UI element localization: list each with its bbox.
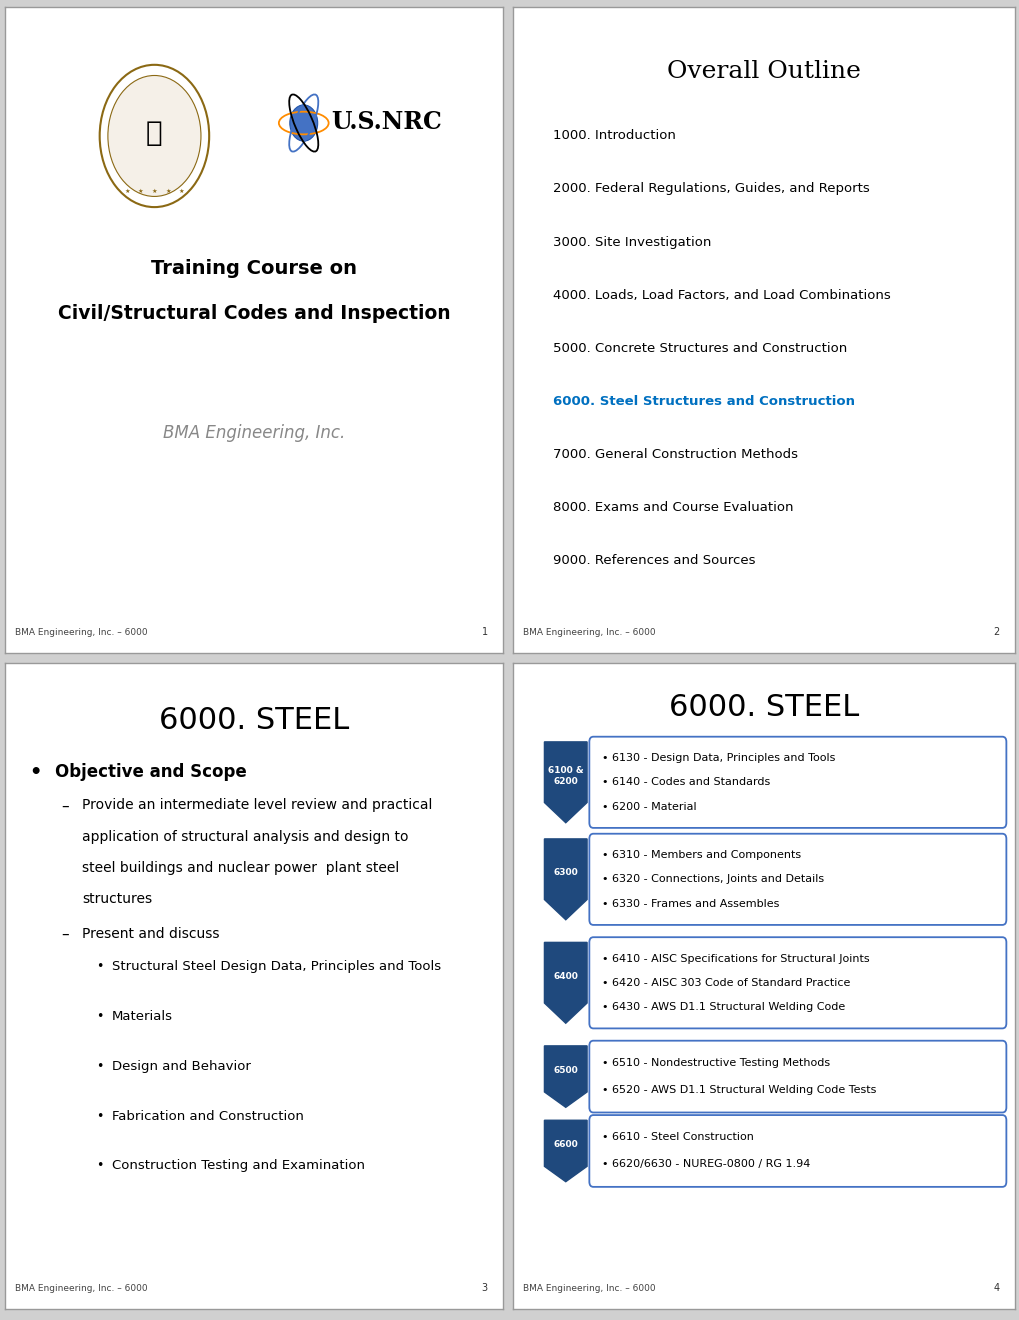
Text: –: – [61, 799, 68, 813]
Text: 2: 2 [993, 627, 999, 638]
Text: 6600: 6600 [553, 1140, 578, 1148]
Text: BMA Engineering, Inc. – 6000: BMA Engineering, Inc. – 6000 [15, 628, 148, 638]
FancyBboxPatch shape [589, 1040, 1006, 1113]
Text: • 6330 - Frames and Assembles: • 6330 - Frames and Assembles [602, 899, 779, 908]
Text: •: • [96, 1010, 103, 1023]
Text: U.S.NRC: U.S.NRC [331, 110, 441, 133]
Text: BMA Engineering, Inc. – 6000: BMA Engineering, Inc. – 6000 [15, 1284, 148, 1294]
Text: 6000. Steel Structures and Construction: 6000. Steel Structures and Construction [552, 395, 854, 408]
Text: 2000. Federal Regulations, Guides, and Reports: 2000. Federal Regulations, Guides, and R… [552, 182, 869, 195]
Text: 6100 &
6200: 6100 & 6200 [547, 766, 583, 785]
Text: 3000. Site Investigation: 3000. Site Investigation [552, 235, 711, 248]
Text: •: • [96, 1060, 103, 1073]
Text: –: – [61, 927, 68, 941]
Text: structures: structures [83, 891, 152, 906]
Text: • 6520 - AWS D1.1 Structural Welding Code Tests: • 6520 - AWS D1.1 Structural Welding Cod… [602, 1085, 876, 1096]
Text: • 6610 - Steel Construction: • 6610 - Steel Construction [602, 1133, 753, 1142]
Text: ★: ★ [152, 189, 157, 194]
FancyBboxPatch shape [589, 1115, 1006, 1187]
Polygon shape [544, 840, 587, 920]
Text: •: • [96, 960, 103, 973]
Text: •: • [29, 763, 41, 781]
Text: Civil/Structural Codes and Inspection: Civil/Structural Codes and Inspection [58, 305, 449, 323]
Text: 🦅: 🦅 [146, 119, 163, 147]
Text: 6000. STEEL: 6000. STEEL [159, 706, 348, 735]
Polygon shape [544, 1121, 587, 1181]
Text: 7000. General Construction Methods: 7000. General Construction Methods [552, 447, 798, 461]
Text: Training Course on: Training Course on [151, 259, 357, 279]
Circle shape [289, 104, 317, 141]
Text: 1000. Introduction: 1000. Introduction [552, 129, 676, 143]
Text: BMA Engineering, Inc.: BMA Engineering, Inc. [163, 425, 344, 442]
Text: •: • [96, 1159, 103, 1172]
Text: 9000. References and Sources: 9000. References and Sources [552, 554, 755, 566]
Text: 4000. Loads, Load Factors, and Load Combinations: 4000. Loads, Load Factors, and Load Comb… [552, 289, 890, 301]
Text: 8000. Exams and Course Evaluation: 8000. Exams and Course Evaluation [552, 500, 793, 513]
Text: • 6320 - Connections, Joints and Details: • 6320 - Connections, Joints and Details [602, 874, 823, 884]
Text: Structural Steel Design Data, Principles and Tools: Structural Steel Design Data, Principles… [112, 960, 441, 973]
Polygon shape [544, 1045, 587, 1107]
Text: 4: 4 [993, 1283, 999, 1294]
Text: ★: ★ [124, 189, 129, 194]
Text: 1: 1 [481, 627, 487, 638]
Text: Provide an intermediate level review and practical: Provide an intermediate level review and… [83, 799, 432, 813]
Text: Objective and Scope: Objective and Scope [55, 763, 247, 781]
Text: Overall Outline: Overall Outline [666, 59, 860, 83]
Text: • 6620/6630 - NUREG-0800 / RG 1.94: • 6620/6630 - NUREG-0800 / RG 1.94 [602, 1159, 810, 1170]
Text: ★: ★ [178, 189, 184, 194]
Text: Fabrication and Construction: Fabrication and Construction [112, 1110, 304, 1122]
FancyBboxPatch shape [589, 937, 1006, 1028]
Text: BMA Engineering, Inc. – 6000: BMA Engineering, Inc. – 6000 [523, 628, 655, 638]
Circle shape [108, 75, 201, 197]
Text: 6300: 6300 [553, 869, 578, 878]
Text: • 6510 - Nondestructive Testing Methods: • 6510 - Nondestructive Testing Methods [602, 1059, 829, 1068]
Text: • 6200 - Material: • 6200 - Material [602, 801, 696, 812]
Text: Design and Behavior: Design and Behavior [112, 1060, 251, 1073]
FancyBboxPatch shape [589, 737, 1006, 828]
Text: • 6140 - Codes and Standards: • 6140 - Codes and Standards [602, 777, 770, 787]
Text: •: • [96, 1110, 103, 1122]
Text: • 6310 - Members and Components: • 6310 - Members and Components [602, 850, 801, 861]
Text: • 6420 - AISC 303 Code of Standard Practice: • 6420 - AISC 303 Code of Standard Pract… [602, 978, 850, 987]
Text: Materials: Materials [112, 1010, 173, 1023]
Text: 6500: 6500 [553, 1065, 578, 1074]
Text: ★: ★ [165, 189, 171, 194]
Text: Present and discuss: Present and discuss [83, 927, 219, 941]
Text: 3: 3 [481, 1283, 487, 1294]
Text: application of structural analysis and design to: application of structural analysis and d… [83, 829, 409, 843]
Polygon shape [544, 942, 587, 1023]
Text: Construction Testing and Examination: Construction Testing and Examination [112, 1159, 365, 1172]
Text: 6400: 6400 [552, 972, 578, 981]
Text: BMA Engineering, Inc. – 6000: BMA Engineering, Inc. – 6000 [523, 1284, 655, 1294]
Text: • 6130 - Design Data, Principles and Tools: • 6130 - Design Data, Principles and Too… [602, 752, 835, 763]
Polygon shape [544, 742, 587, 822]
Text: • 6430 - AWS D1.1 Structural Welding Code: • 6430 - AWS D1.1 Structural Welding Cod… [602, 1002, 845, 1012]
Text: 6000. STEEL: 6000. STEEL [668, 693, 858, 722]
FancyBboxPatch shape [589, 834, 1006, 925]
Text: • 6410 - AISC Specifications for Structural Joints: • 6410 - AISC Specifications for Structu… [602, 953, 869, 964]
Text: steel buildings and nuclear power  plant steel: steel buildings and nuclear power plant … [83, 861, 399, 875]
Text: 5000. Concrete Structures and Construction: 5000. Concrete Structures and Constructi… [552, 342, 847, 355]
Text: ★: ★ [138, 189, 144, 194]
